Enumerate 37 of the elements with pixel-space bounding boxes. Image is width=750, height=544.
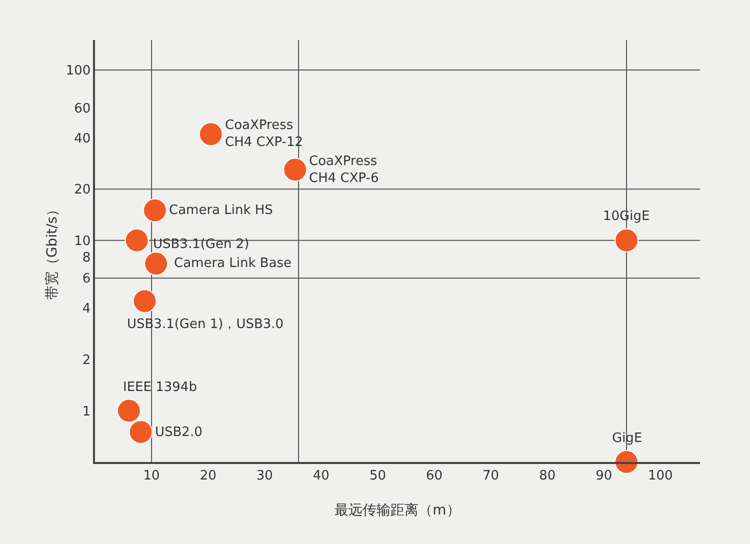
y-tick-label: 8 xyxy=(82,250,91,266)
point xyxy=(142,198,167,222)
x-tick-label: 20 xyxy=(200,468,216,484)
x-tick-label: 40 xyxy=(312,468,330,484)
x-axis-title: 最远传输距离（m） xyxy=(334,502,460,518)
annotation: IEEE 1394b xyxy=(123,380,197,395)
annotation: Camera Link Base xyxy=(174,256,292,271)
x-tick-label: 50 xyxy=(369,468,386,484)
x-tick-label: 30 xyxy=(256,468,273,484)
y-tick-label: 6 xyxy=(82,272,91,287)
x-tick-label: 10 xyxy=(143,468,160,484)
annotation: USB2.0 xyxy=(155,425,202,440)
x-tick-label: 90 xyxy=(596,468,612,484)
point xyxy=(128,420,153,444)
point xyxy=(144,252,168,276)
y-tick-label: 100 xyxy=(66,64,91,79)
y-axis-title: 带宽（Gbit/s） xyxy=(44,202,60,300)
y-tick-label: 60 xyxy=(74,101,91,116)
x-tick-label: 60 xyxy=(426,468,443,484)
y-tick-label: 10 xyxy=(74,234,91,249)
x-tick-label: 80 xyxy=(539,468,556,484)
point xyxy=(614,228,638,252)
annotation: USB3.1(Gen 2) xyxy=(153,237,250,252)
point xyxy=(124,228,149,252)
y-tick-label: 4 xyxy=(82,302,91,317)
y-tick-label: 20 xyxy=(74,182,91,198)
point xyxy=(116,398,141,423)
point xyxy=(132,289,157,314)
x-tick-label: 100 xyxy=(648,468,673,484)
y-tick-label: 40 xyxy=(74,131,91,146)
y-tick-label: 1 xyxy=(82,404,91,420)
point xyxy=(283,158,308,182)
x-tick-label: 70 xyxy=(482,468,500,484)
annotation: Camera Link HS xyxy=(169,203,273,218)
annotation: CoaXPress CH4 CXP-6 xyxy=(309,154,379,186)
y-tick-label: 2 xyxy=(82,352,91,368)
point xyxy=(198,122,223,146)
